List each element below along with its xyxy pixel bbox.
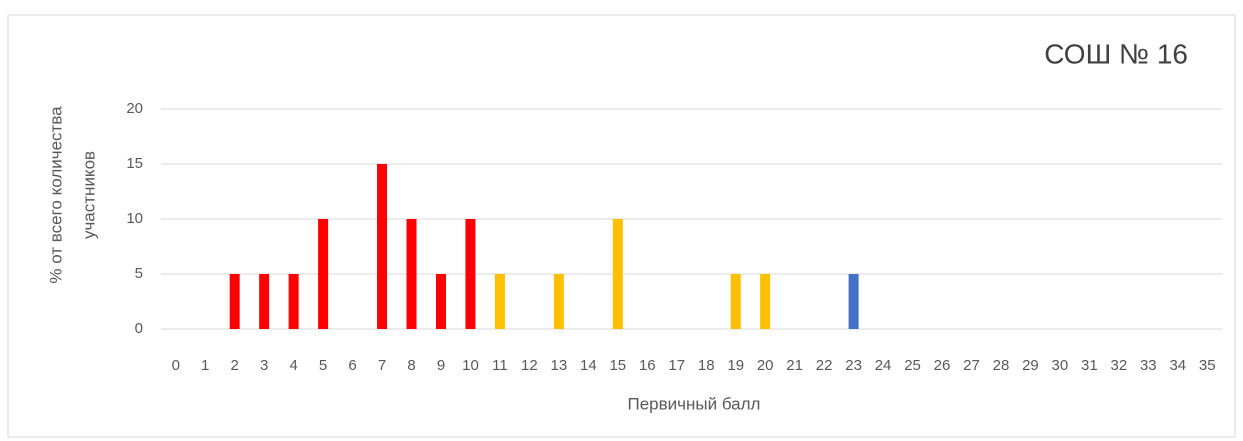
x-tick-label: 18 (698, 357, 715, 374)
x-tick-label: 26 (934, 357, 951, 374)
x-tick-label: 11 (492, 357, 508, 374)
bar (730, 274, 741, 329)
x-tick-label: 32 (1111, 357, 1128, 374)
y-tick-label: 0 (135, 320, 143, 337)
chart-title: СОШ № 16 (1044, 38, 1188, 69)
bar (229, 274, 240, 329)
bar (377, 164, 388, 329)
bar (406, 219, 417, 329)
x-tick-label: 27 (963, 357, 980, 374)
x-tick-label: 33 (1140, 357, 1157, 374)
x-tick-label: 22 (816, 357, 833, 374)
y-tick-label: 10 (126, 210, 143, 227)
x-tick-label: 5 (319, 357, 327, 374)
x-tick-label: 4 (289, 357, 297, 374)
x-tick-label: 24 (875, 357, 892, 374)
y-tick-label: 20 (126, 100, 143, 117)
x-tick-label: 20 (757, 357, 774, 374)
x-tick-label: 28 (993, 357, 1010, 374)
x-tick-label: 15 (609, 357, 626, 374)
x-tick-label: 2 (231, 357, 239, 374)
x-tick-label: 9 (437, 357, 445, 374)
x-tick-label: 14 (580, 357, 597, 374)
x-tick-label: 3 (260, 357, 268, 374)
x-tick-label: 30 (1052, 357, 1069, 374)
y-tick-label: 5 (135, 265, 143, 282)
x-axis-label: Первичный балл (628, 394, 761, 413)
x-tick-label: 7 (378, 357, 386, 374)
bar (318, 219, 329, 329)
x-tick-label: 35 (1199, 357, 1216, 374)
y-axis-label: % от всего количества (46, 106, 65, 284)
bar (288, 274, 299, 329)
x-tick-label: 1 (201, 357, 209, 374)
bar (259, 274, 270, 329)
bar (553, 274, 564, 329)
x-tick-label: 31 (1081, 357, 1098, 374)
bar (465, 219, 476, 329)
x-tick-label: 12 (521, 357, 538, 374)
x-tick-label: 6 (348, 357, 356, 374)
bar (612, 219, 623, 329)
bar (435, 274, 446, 329)
bar (848, 274, 859, 329)
x-tick-label: 25 (904, 357, 921, 374)
x-tick-label: 13 (551, 357, 568, 374)
x-tick-label: 34 (1169, 357, 1186, 374)
x-tick-label: 8 (407, 357, 415, 374)
bar (760, 274, 771, 329)
x-tick-label: 17 (668, 357, 685, 374)
y-axis-label: участников (79, 151, 98, 239)
x-tick-label: 19 (727, 357, 744, 374)
bar (494, 274, 505, 329)
x-tick-label: 23 (845, 357, 862, 374)
x-tick-label: 21 (786, 357, 803, 374)
x-tick-label: 10 (462, 357, 479, 374)
x-tick-label: 29 (1022, 357, 1039, 374)
x-tick-label: 0 (172, 357, 180, 374)
x-tick-label: 16 (639, 357, 656, 374)
y-tick-label: 15 (126, 155, 143, 172)
